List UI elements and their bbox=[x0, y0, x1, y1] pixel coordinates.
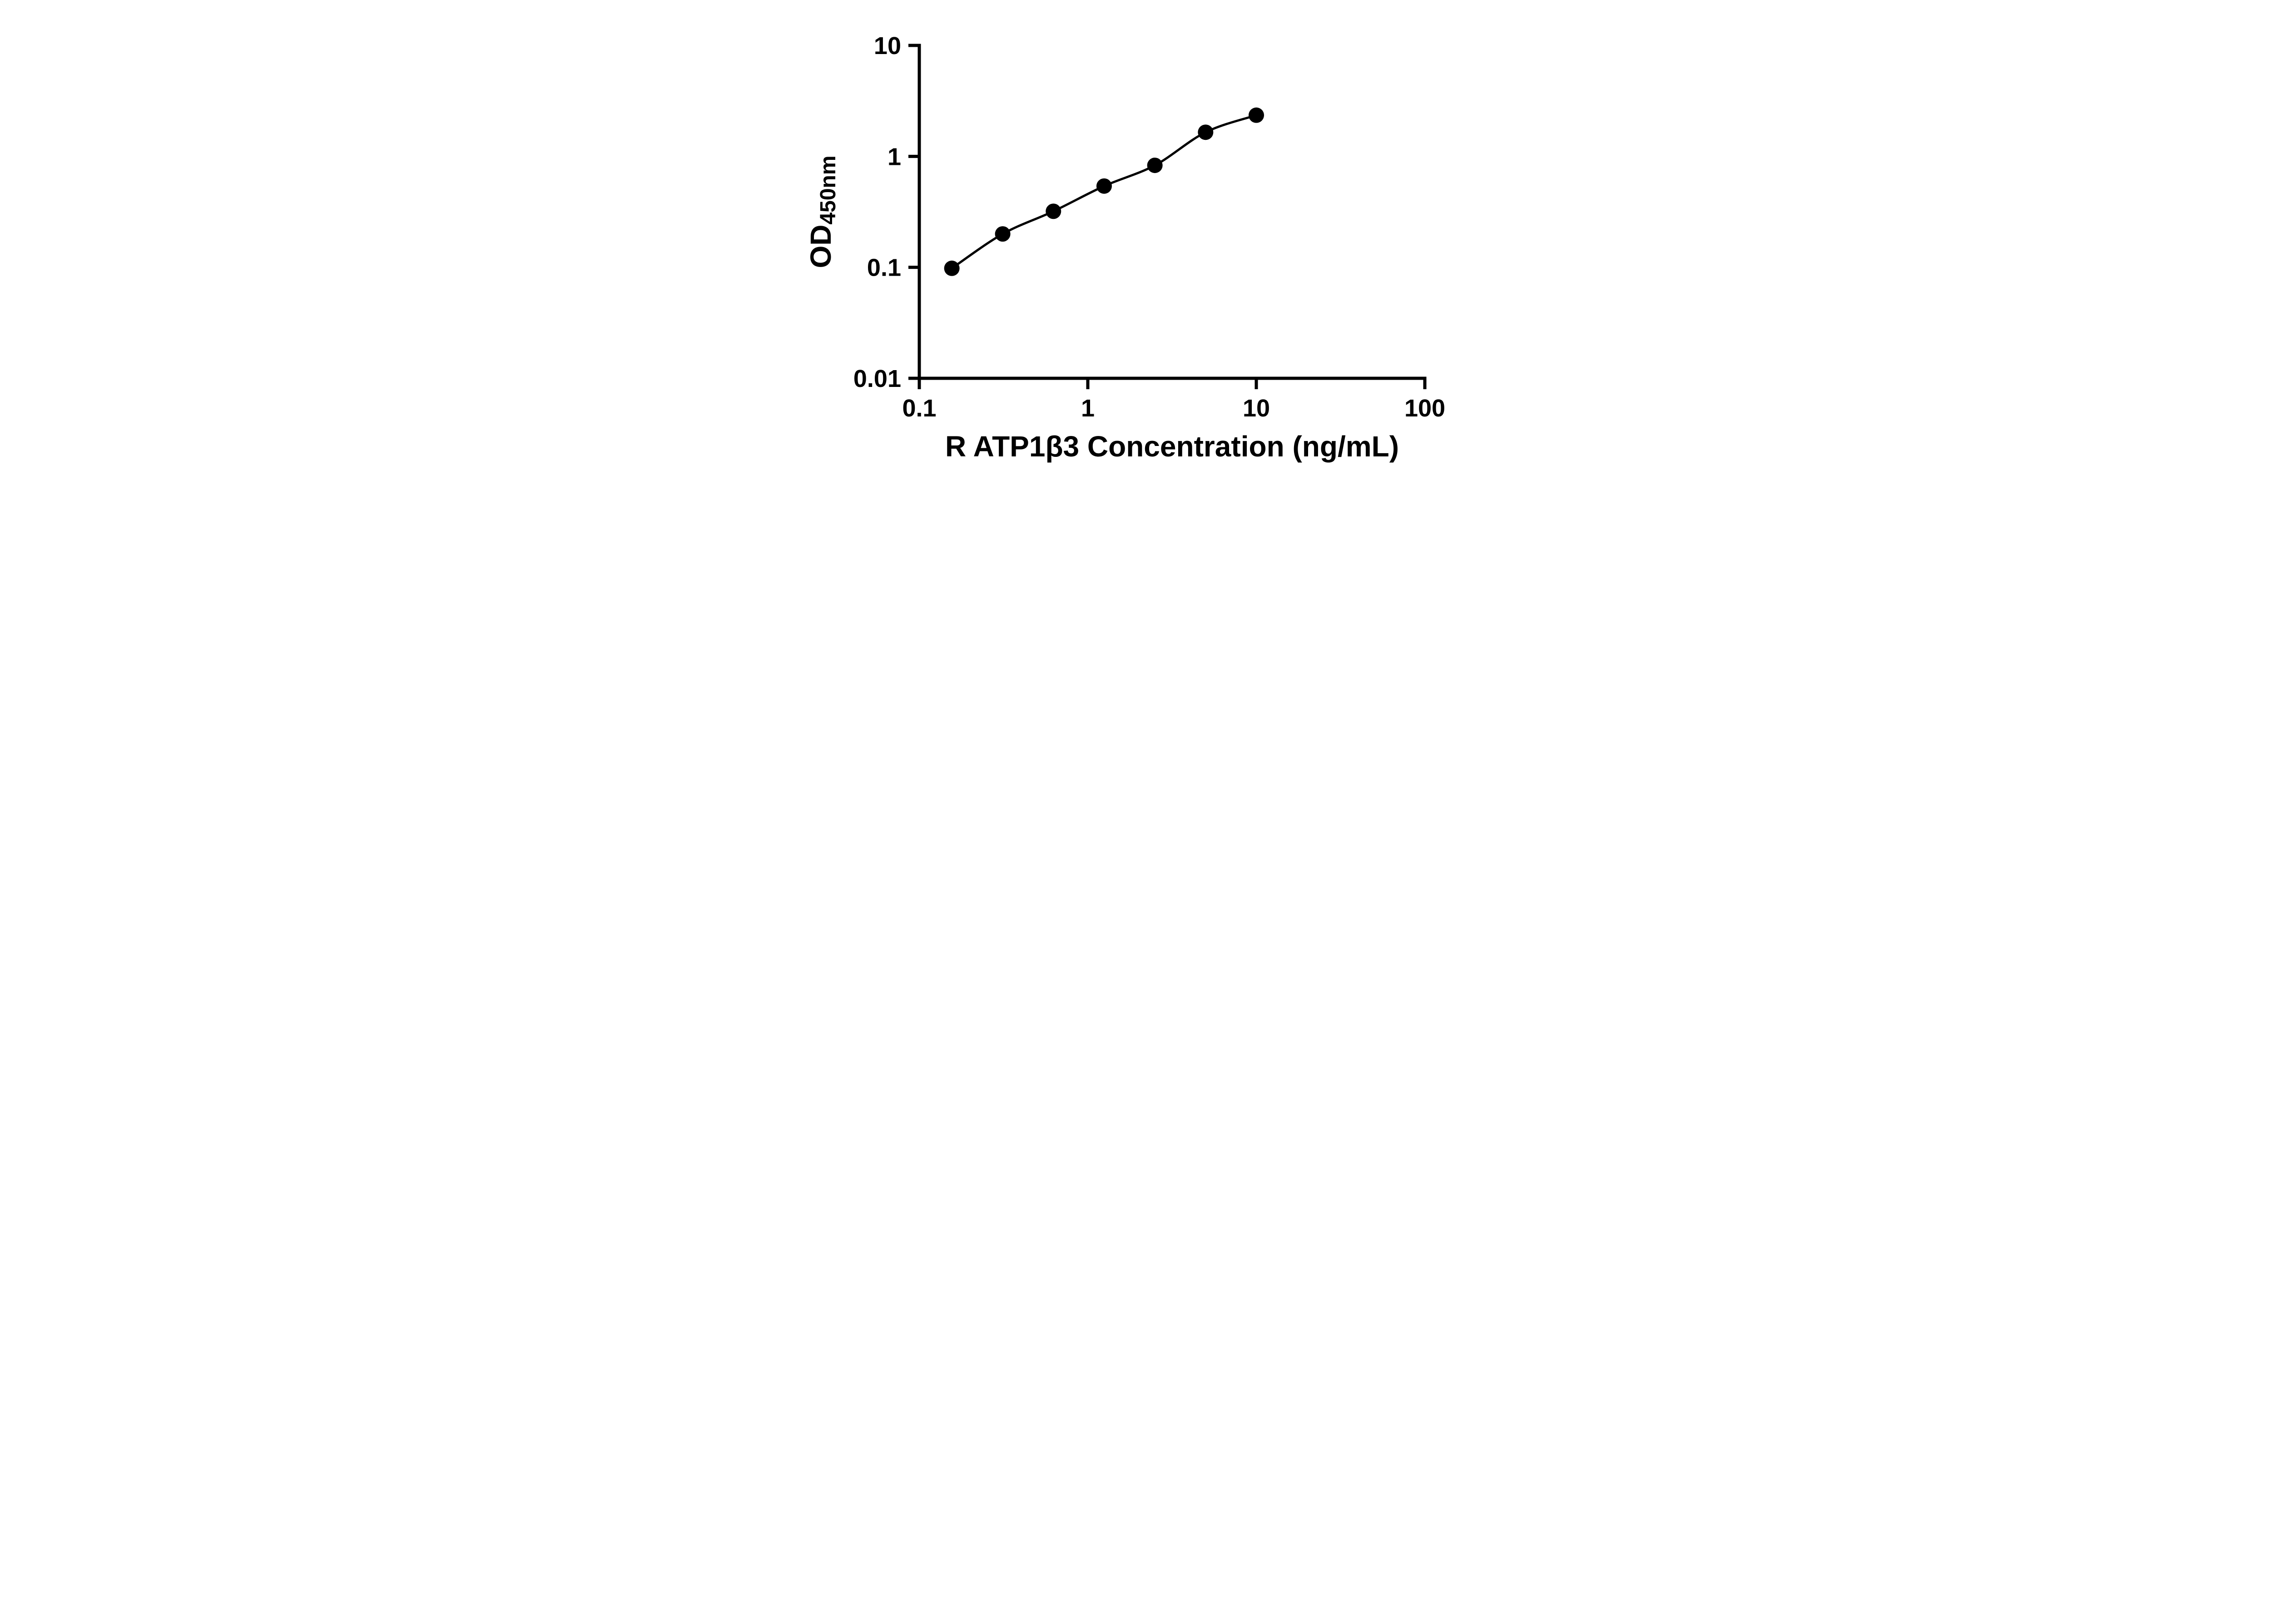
y-tick-label: 10 bbox=[874, 32, 901, 59]
data-point bbox=[995, 226, 1011, 242]
data-point bbox=[1046, 203, 1061, 219]
y-tick-label: 1 bbox=[888, 143, 901, 170]
x-tick-label: 100 bbox=[1404, 395, 1445, 422]
data-point bbox=[1249, 107, 1264, 123]
x-tick-label: 1 bbox=[1081, 395, 1095, 422]
x-tick-label: 0.1 bbox=[902, 395, 936, 422]
y-tick-label: 0.1 bbox=[867, 254, 901, 282]
data-point bbox=[1147, 158, 1163, 173]
y-axis-title: OD450nm bbox=[804, 155, 840, 268]
x-axis-title: R ATP1β3 Concentration (ng/mL) bbox=[945, 430, 1399, 463]
standard-curve-figure: 0.01 0.1 1 10 0.1 1 10 100 R ATP1β3 Concentratio… bbox=[785, 0, 1486, 487]
data-point bbox=[1096, 178, 1112, 194]
y-tick-label: 0.01 bbox=[853, 365, 901, 392]
axes bbox=[917, 44, 1427, 380]
data-point bbox=[944, 260, 960, 276]
x-tick-label: 10 bbox=[1243, 395, 1270, 422]
data-point bbox=[1198, 124, 1214, 140]
